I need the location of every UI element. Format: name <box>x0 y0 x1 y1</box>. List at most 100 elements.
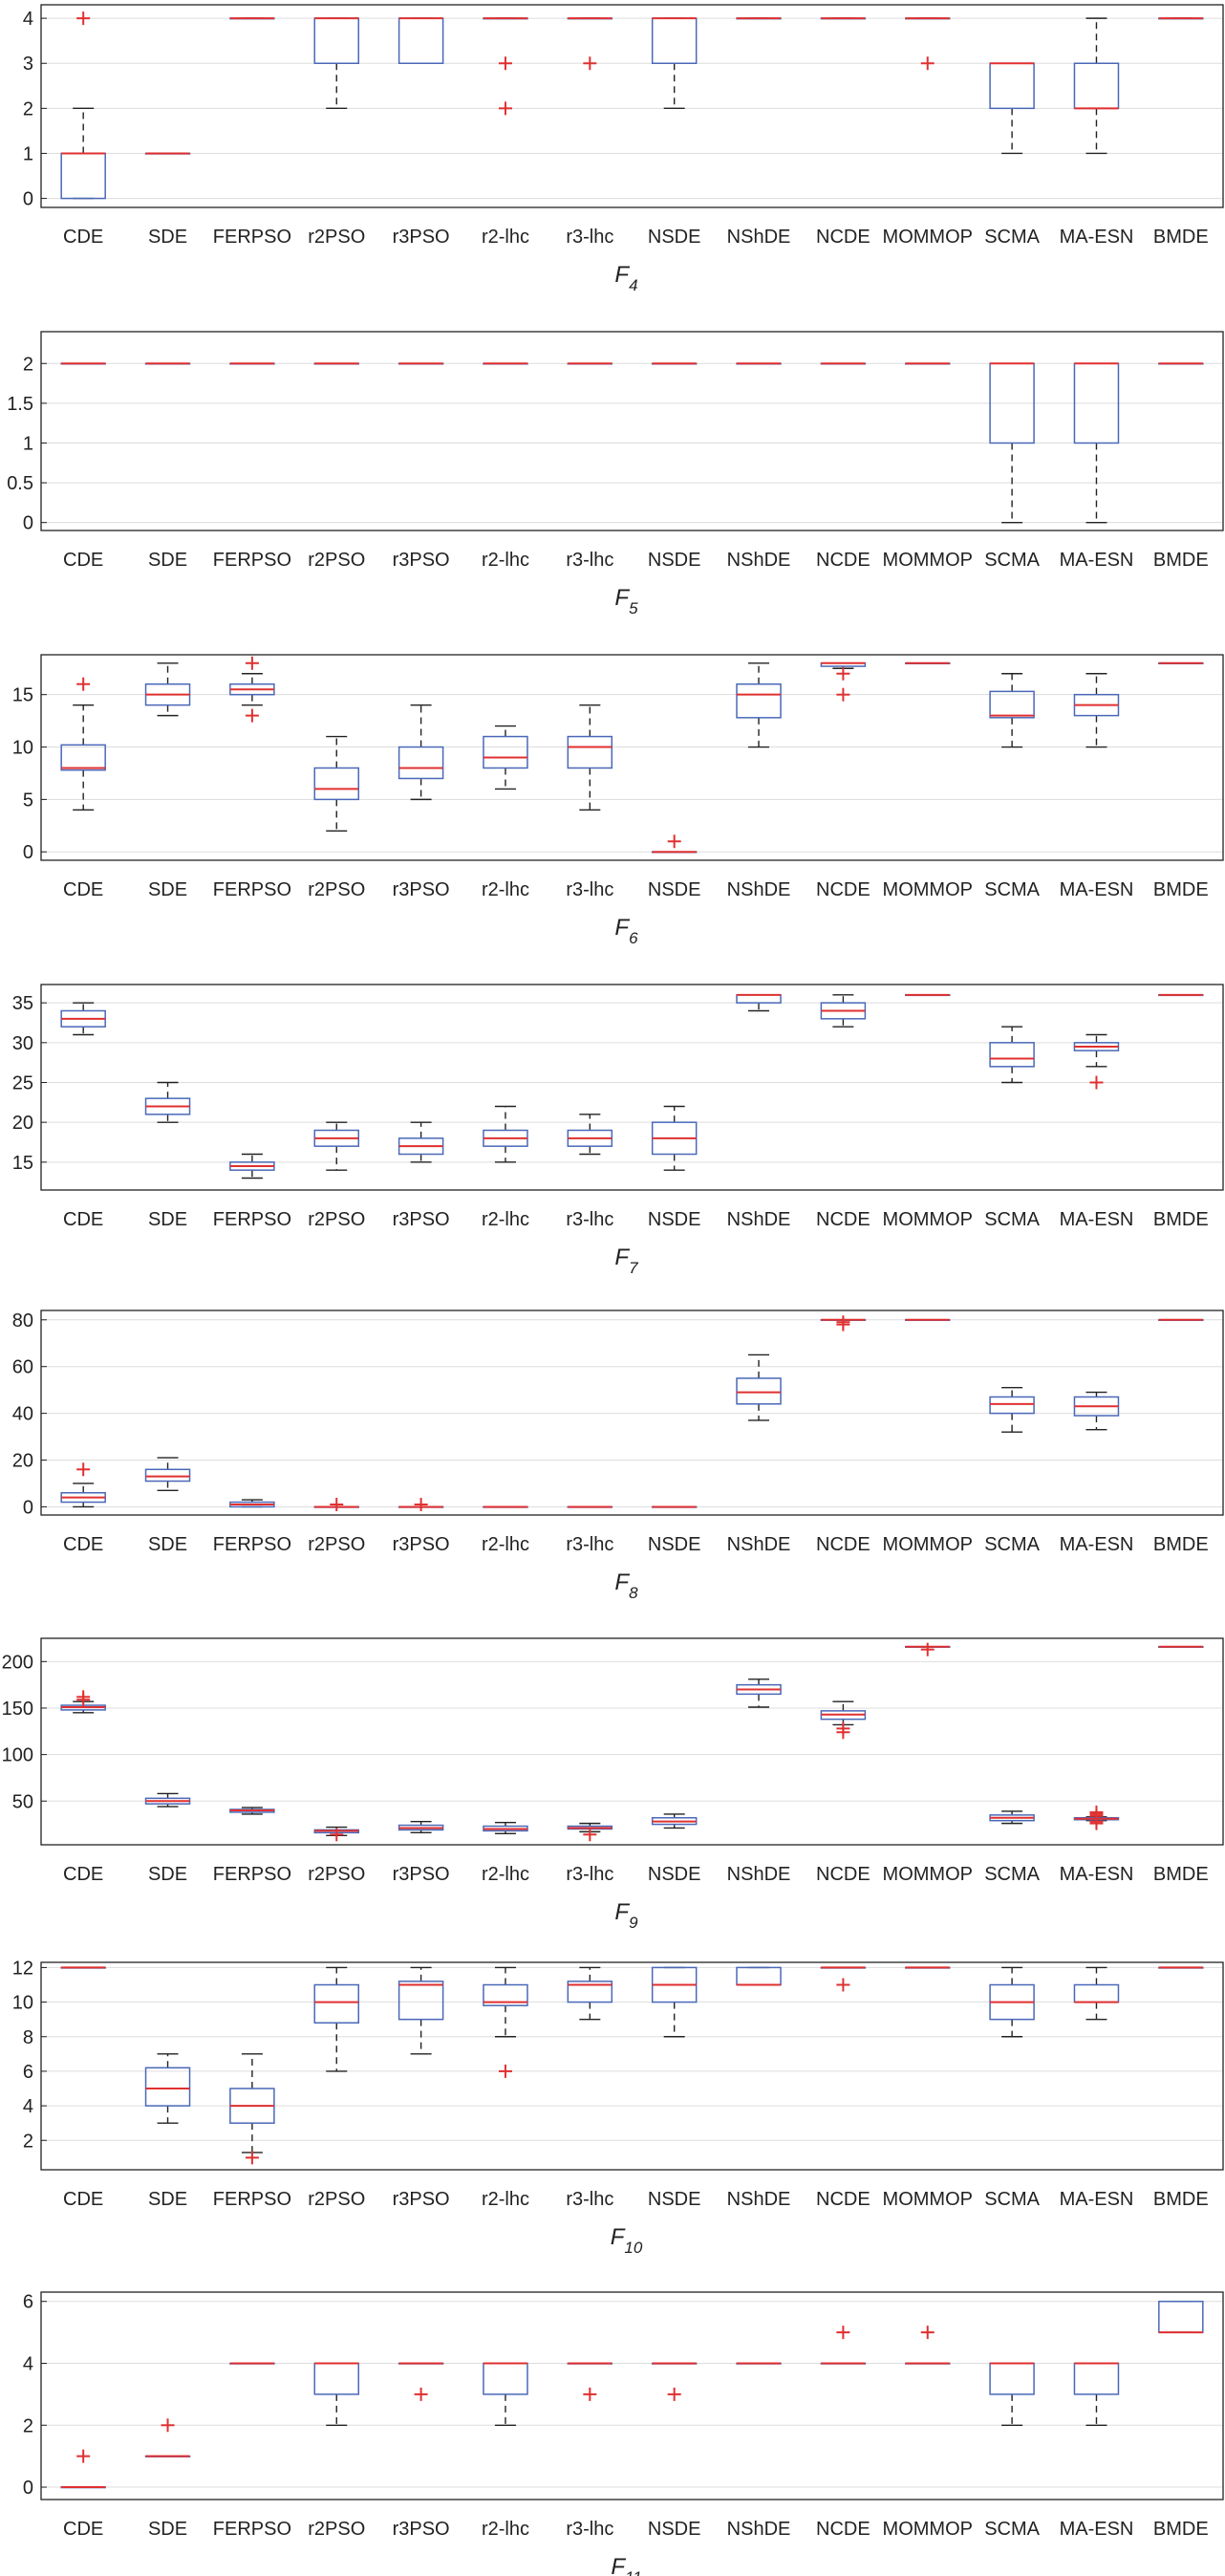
box-r3-lhc <box>567 1505 613 1508</box>
box-r3pso <box>398 1121 444 1163</box>
panel-title-base: F <box>614 262 630 288</box>
box-mommop <box>905 661 951 665</box>
iqr-box <box>567 735 613 769</box>
box-r3pso <box>398 1820 444 1834</box>
x-tick-label: MOMMOP <box>883 2519 973 2540</box>
box-scma <box>989 62 1035 155</box>
x-tick-label: MA-ESN <box>1060 227 1134 248</box>
panel-title-base: F <box>614 1569 630 1595</box>
box-sde <box>144 1457 191 1492</box>
x-tick-label: NSDE <box>648 2189 701 2210</box>
x-tick-label: r2PSO <box>308 1864 365 1885</box>
x-tick-label: SDE <box>148 879 187 900</box>
y-tick-label: 0 <box>23 842 33 863</box>
chart-panel-f10: 2 4 6 8 10 12 CDE SDE FERPSO r2PSO r3PSO r2-lhc r3-l… <box>12 1958 1224 2257</box>
x-tick-label: MOMMOP <box>883 550 973 571</box>
x-tick-label: SCMA <box>984 2189 1040 2210</box>
box-scma <box>989 1387 1035 1433</box>
iqr-box <box>1073 62 1120 110</box>
outlier-marker <box>498 101 512 116</box>
x-tick-label: CDE <box>63 1209 103 1230</box>
x-tick-label: BMDE <box>1153 1534 1209 1555</box>
y-tick-label: 6 <box>23 2292 33 2313</box>
outlier-marker <box>76 677 91 691</box>
iqr-box <box>736 1966 782 1986</box>
axes-frame <box>40 331 1224 531</box>
axes-frame <box>40 1637 1224 1846</box>
x-tick-label: MOMMOP <box>883 879 973 900</box>
box-r2pso <box>313 17 359 110</box>
box-r3pso <box>398 362 444 365</box>
x-tick-label: BMDE <box>1153 2519 1209 2540</box>
box-ncde <box>820 1315 867 1331</box>
iqr-box <box>398 746 444 780</box>
box-r2pso <box>313 735 359 832</box>
x-tick-label: SCMA <box>984 1209 1040 1230</box>
box-bmde <box>1158 2300 1204 2334</box>
y-tick-label: 2 <box>23 2131 33 2152</box>
box-nsde <box>651 17 698 110</box>
outlier-marker <box>583 56 597 71</box>
box-nsde <box>651 362 698 365</box>
box-r3-lhc <box>567 17 613 71</box>
box-sde <box>144 662 191 717</box>
x-tick-label: r2-lhc <box>482 550 529 571</box>
x-tick-label: BMDE <box>1153 1209 1209 1230</box>
iqr-box <box>989 2362 1035 2395</box>
x-tick-label: SDE <box>148 1534 187 1555</box>
iqr-box <box>1073 2362 1120 2395</box>
y-tick-label: 4 <box>23 2096 33 2117</box>
outlier-marker <box>498 56 512 71</box>
outlier-marker <box>330 1497 344 1511</box>
box-cde <box>60 1002 106 1036</box>
box-mommop <box>905 17 951 71</box>
x-tick-label: NShDE <box>727 2519 791 2540</box>
x-tick-label: MOMMOP <box>883 1864 973 1885</box>
box-nshde <box>736 2362 782 2365</box>
panel-title-base: F <box>614 1245 630 1270</box>
y-tick-label: 1.5 <box>7 394 33 415</box>
box-bmde <box>1158 661 1204 665</box>
y-tick-label: 12 <box>12 1958 33 1979</box>
panel-title: F4 <box>614 262 637 294</box>
box-sde <box>144 2418 191 2457</box>
x-tick-label: FERPSO <box>213 2189 291 2210</box>
x-tick-label: r3-lhc <box>566 879 613 900</box>
box-r3pso <box>398 1966 444 2055</box>
x-tick-label: NCDE <box>816 1864 870 1885</box>
outlier-marker <box>498 2064 512 2078</box>
box-nshde <box>736 993 782 1012</box>
x-tick-label: r3PSO <box>393 550 450 571</box>
box-ferpso <box>229 1499 275 1508</box>
outlier-marker <box>836 1725 850 1740</box>
x-tick-label: NCDE <box>816 550 870 571</box>
x-tick-label: MOMMOP <box>883 1209 973 1230</box>
outlier-marker <box>667 2387 681 2401</box>
box-ncde <box>820 1700 867 1740</box>
iqr-box <box>651 17 698 64</box>
box-nsde <box>651 1505 698 1508</box>
iqr-box <box>989 690 1035 719</box>
x-tick-label: CDE <box>63 1534 103 1555</box>
box-ferpso <box>229 1807 275 1815</box>
panel-title-base: F <box>611 2224 626 2250</box>
iqr-box <box>398 17 444 64</box>
panel-title-base: F <box>614 585 630 611</box>
x-tick-label: r2-lhc <box>482 1864 529 1885</box>
panel-title: F8 <box>614 1569 638 1602</box>
outlier-marker <box>76 1462 91 1477</box>
box-ma-esn <box>1073 2362 1120 2426</box>
y-tick-label: 100 <box>2 1745 33 1766</box>
box-r2-lhc <box>483 17 528 116</box>
x-tick-label: CDE <box>63 2519 103 2540</box>
box-nshde <box>736 662 782 748</box>
y-tick-label: 60 <box>12 1357 33 1378</box>
iqr-box <box>1073 1983 1120 2003</box>
x-tick-label: r3PSO <box>393 1534 450 1555</box>
y-tick-label: 1 <box>23 433 33 454</box>
iqr-box <box>398 1981 444 2021</box>
x-tick-label: FERPSO <box>213 1534 291 1555</box>
iqr-box <box>736 1377 782 1405</box>
box-bmde <box>1158 17 1204 20</box>
panel-title-subscript: 8 <box>629 1584 638 1602</box>
